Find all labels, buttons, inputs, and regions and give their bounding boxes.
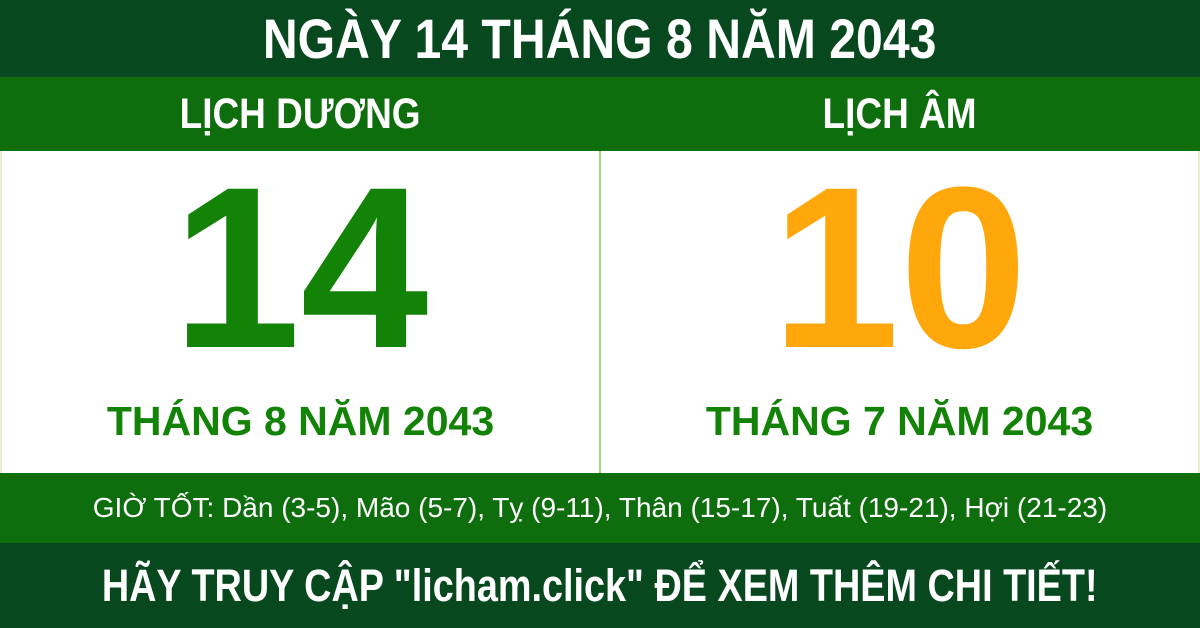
footer-cta-text: HÃY TRUY CẬP "licham.click" ĐỂ XEM THÊM … [102,559,1098,611]
vertical-divider [599,151,601,473]
lunar-header-label: LỊCH ÂM [822,89,978,138]
solar-calendar-header: LỊCH DƯƠNG [0,77,600,151]
page-title: NGÀY 14 THÁNG 8 NĂM 2043 [263,7,937,70]
calendar-body: 14 THÁNG 8 NĂM 2043 10 THÁNG 7 NĂM 2043 [0,151,1200,473]
lunar-calendar-header: LỊCH ÂM [600,77,1200,151]
lunar-calendar-panel: 10 THÁNG 7 NĂM 2043 [601,151,1198,473]
lunar-day-number: 10 [771,139,1028,396]
good-hours-bar: GIỜ TỐT: Dần (3-5), Mão (5-7), Tỵ (9-11)… [0,473,1200,543]
solar-month-year-label: THÁNG 8 NĂM 2043 [106,398,495,444]
footer-cta-bar: HÃY TRUY CẬP "licham.click" ĐỂ XEM THÊM … [0,543,1200,628]
solar-header-label: LỊCH DƯƠNG [179,89,421,138]
lunar-month-year-label: THÁNG 7 NĂM 2043 [705,398,1094,444]
calendar-headers: LỊCH DƯƠNG LỊCH ÂM [0,77,1200,151]
solar-calendar-panel: 14 THÁNG 8 NĂM 2043 [2,151,599,473]
good-hours-text: GIỜ TỐT: Dần (3-5), Mão (5-7), Tỵ (9-11)… [92,492,1108,523]
date-title-bar: NGÀY 14 THÁNG 8 NĂM 2043 [0,0,1200,77]
solar-day-number: 14 [172,139,429,396]
